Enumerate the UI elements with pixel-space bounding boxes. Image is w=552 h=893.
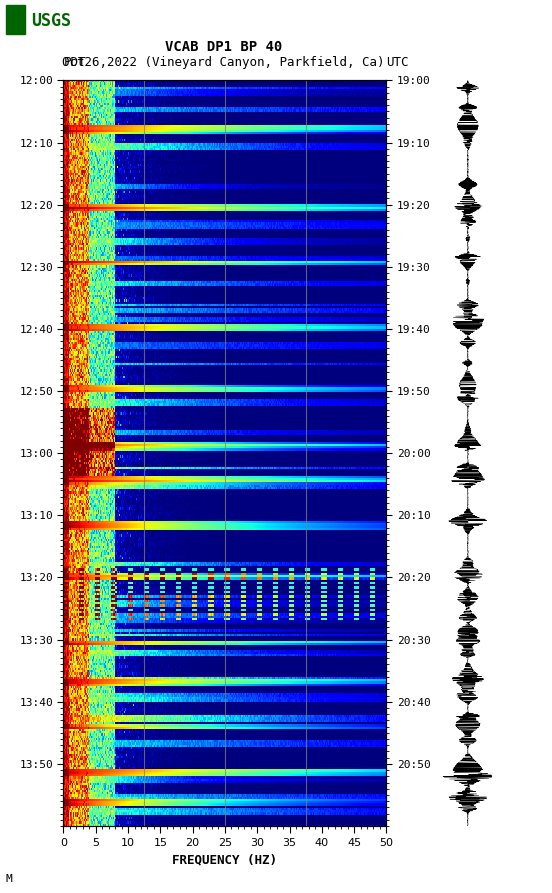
- Text: UTC: UTC: [386, 55, 409, 69]
- Text: Oct26,2022 (Vineyard Canyon, Parkfield, Ca): Oct26,2022 (Vineyard Canyon, Parkfield, …: [62, 55, 385, 69]
- Text: VCAB DP1 BP 40: VCAB DP1 BP 40: [165, 39, 282, 54]
- Text: PDT: PDT: [63, 55, 86, 69]
- Text: M: M: [6, 874, 12, 884]
- X-axis label: FREQUENCY (HZ): FREQUENCY (HZ): [172, 854, 278, 866]
- Text: USGS: USGS: [31, 12, 71, 29]
- Bar: [6, 5, 25, 34]
